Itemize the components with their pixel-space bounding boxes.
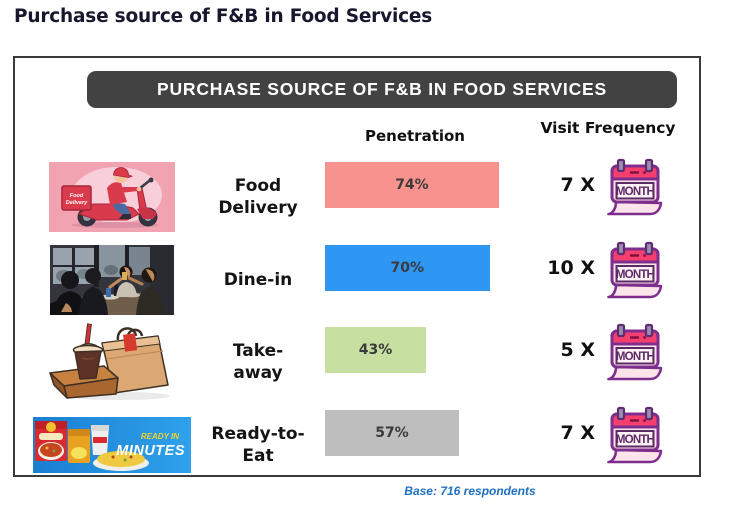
- visit-frequency-value-dine-in: 10 X: [547, 257, 595, 279]
- month-calendar-icon: MONTH: [603, 405, 667, 469]
- penetration-bar-track: 70%: [325, 245, 560, 291]
- chart-title: PURCHASE SOURCE OF F&B IN FOOD SERVICES: [157, 79, 607, 99]
- take-away-bag-cup-illustration: [49, 323, 170, 400]
- row-dine-in: Dine-in 70% 10 X MONTH: [15, 240, 699, 320]
- penetration-bar-track: 57%: [325, 410, 560, 456]
- rte-banner-line1: READY IN: [141, 432, 179, 441]
- label-line1: Food: [234, 175, 282, 196]
- penetration-bar-ready-to-eat: 57%: [325, 410, 459, 456]
- category-label-food-delivery: Food Delivery: [193, 157, 323, 237]
- page-title: Purchase source of F&B in Food Services: [14, 6, 433, 27]
- month-label: MONTH: [616, 186, 655, 198]
- penetration-value: 43%: [358, 342, 393, 358]
- label-line2: Delivery: [218, 198, 298, 218]
- category-label-ready-to-eat: Ready-to- Eat: [193, 405, 323, 485]
- month-calendar-icon: MONTH: [603, 240, 667, 304]
- visit-frequency-value-ready-to-eat: 7 X: [560, 422, 595, 444]
- penetration-value: 70%: [390, 260, 424, 276]
- row-take-away: Take- away 43% 5 X MONTH: [15, 322, 699, 402]
- visit-frequency-value-food-delivery: 7 X: [560, 174, 595, 196]
- column-header-penetration: Penetration: [364, 127, 465, 145]
- base-note: Base: 716 respondents: [404, 484, 536, 498]
- penetration-bar-dine-in: 70%: [325, 245, 490, 291]
- month-label: MONTH: [616, 351, 655, 363]
- month-calendar-icon: MONTH: [603, 322, 667, 386]
- penetration-bar-take-away: 43%: [325, 327, 427, 373]
- label-line2: Eat: [242, 446, 274, 466]
- penetration-value: 74%: [395, 177, 429, 193]
- take-away-image: [31, 322, 193, 402]
- food-delivery-image: Food Delivery: [31, 157, 193, 237]
- chart-title-bar: PURCHASE SOURCE OF F&B IN FOOD SERVICES: [87, 71, 677, 108]
- delivery-box-text-line1: Food: [70, 193, 84, 199]
- month-calendar-icon: MONTH: [603, 157, 667, 221]
- penetration-bar-track: 74%: [325, 162, 560, 208]
- penetration-bar-track: 43%: [325, 327, 560, 373]
- penetration-bar-food-delivery: 74%: [325, 162, 499, 208]
- month-label: MONTH: [616, 269, 655, 281]
- label-line2: away: [233, 363, 283, 383]
- column-header-visit-frequency: Visit Frequency: [540, 119, 676, 137]
- food-delivery-scooter-illustration: Food Delivery: [49, 162, 175, 232]
- label-line1: Ready-to-: [211, 423, 305, 444]
- ready-to-eat-image: READY IN MINUTES: [31, 405, 193, 485]
- dine-in-image: [31, 240, 193, 320]
- visit-frequency-value-take-away: 5 X: [560, 339, 595, 361]
- month-label: MONTH: [616, 434, 655, 446]
- row-ready-to-eat: READY IN MINUTES Ready-to- Eat 57% 7 X: [15, 405, 699, 485]
- ready-to-eat-products-banner: READY IN MINUTES: [33, 417, 191, 473]
- chart-panel: PURCHASE SOURCE OF F&B IN FOOD SERVICES …: [13, 56, 701, 477]
- row-food-delivery: Food Delivery Food Delivery 74% 7 X: [15, 157, 699, 237]
- label-line1: Dine-in: [223, 269, 293, 290]
- category-label-take-away: Take- away: [193, 322, 323, 402]
- label-line1: Take-: [232, 340, 284, 361]
- delivery-box-text-line2: Delivery: [66, 200, 88, 206]
- rte-banner-line2: MINUTES: [116, 443, 185, 459]
- penetration-value: 57%: [375, 425, 409, 441]
- category-label-dine-in: Dine-in: [193, 240, 323, 320]
- dine-in-restaurant-photo: [50, 245, 174, 315]
